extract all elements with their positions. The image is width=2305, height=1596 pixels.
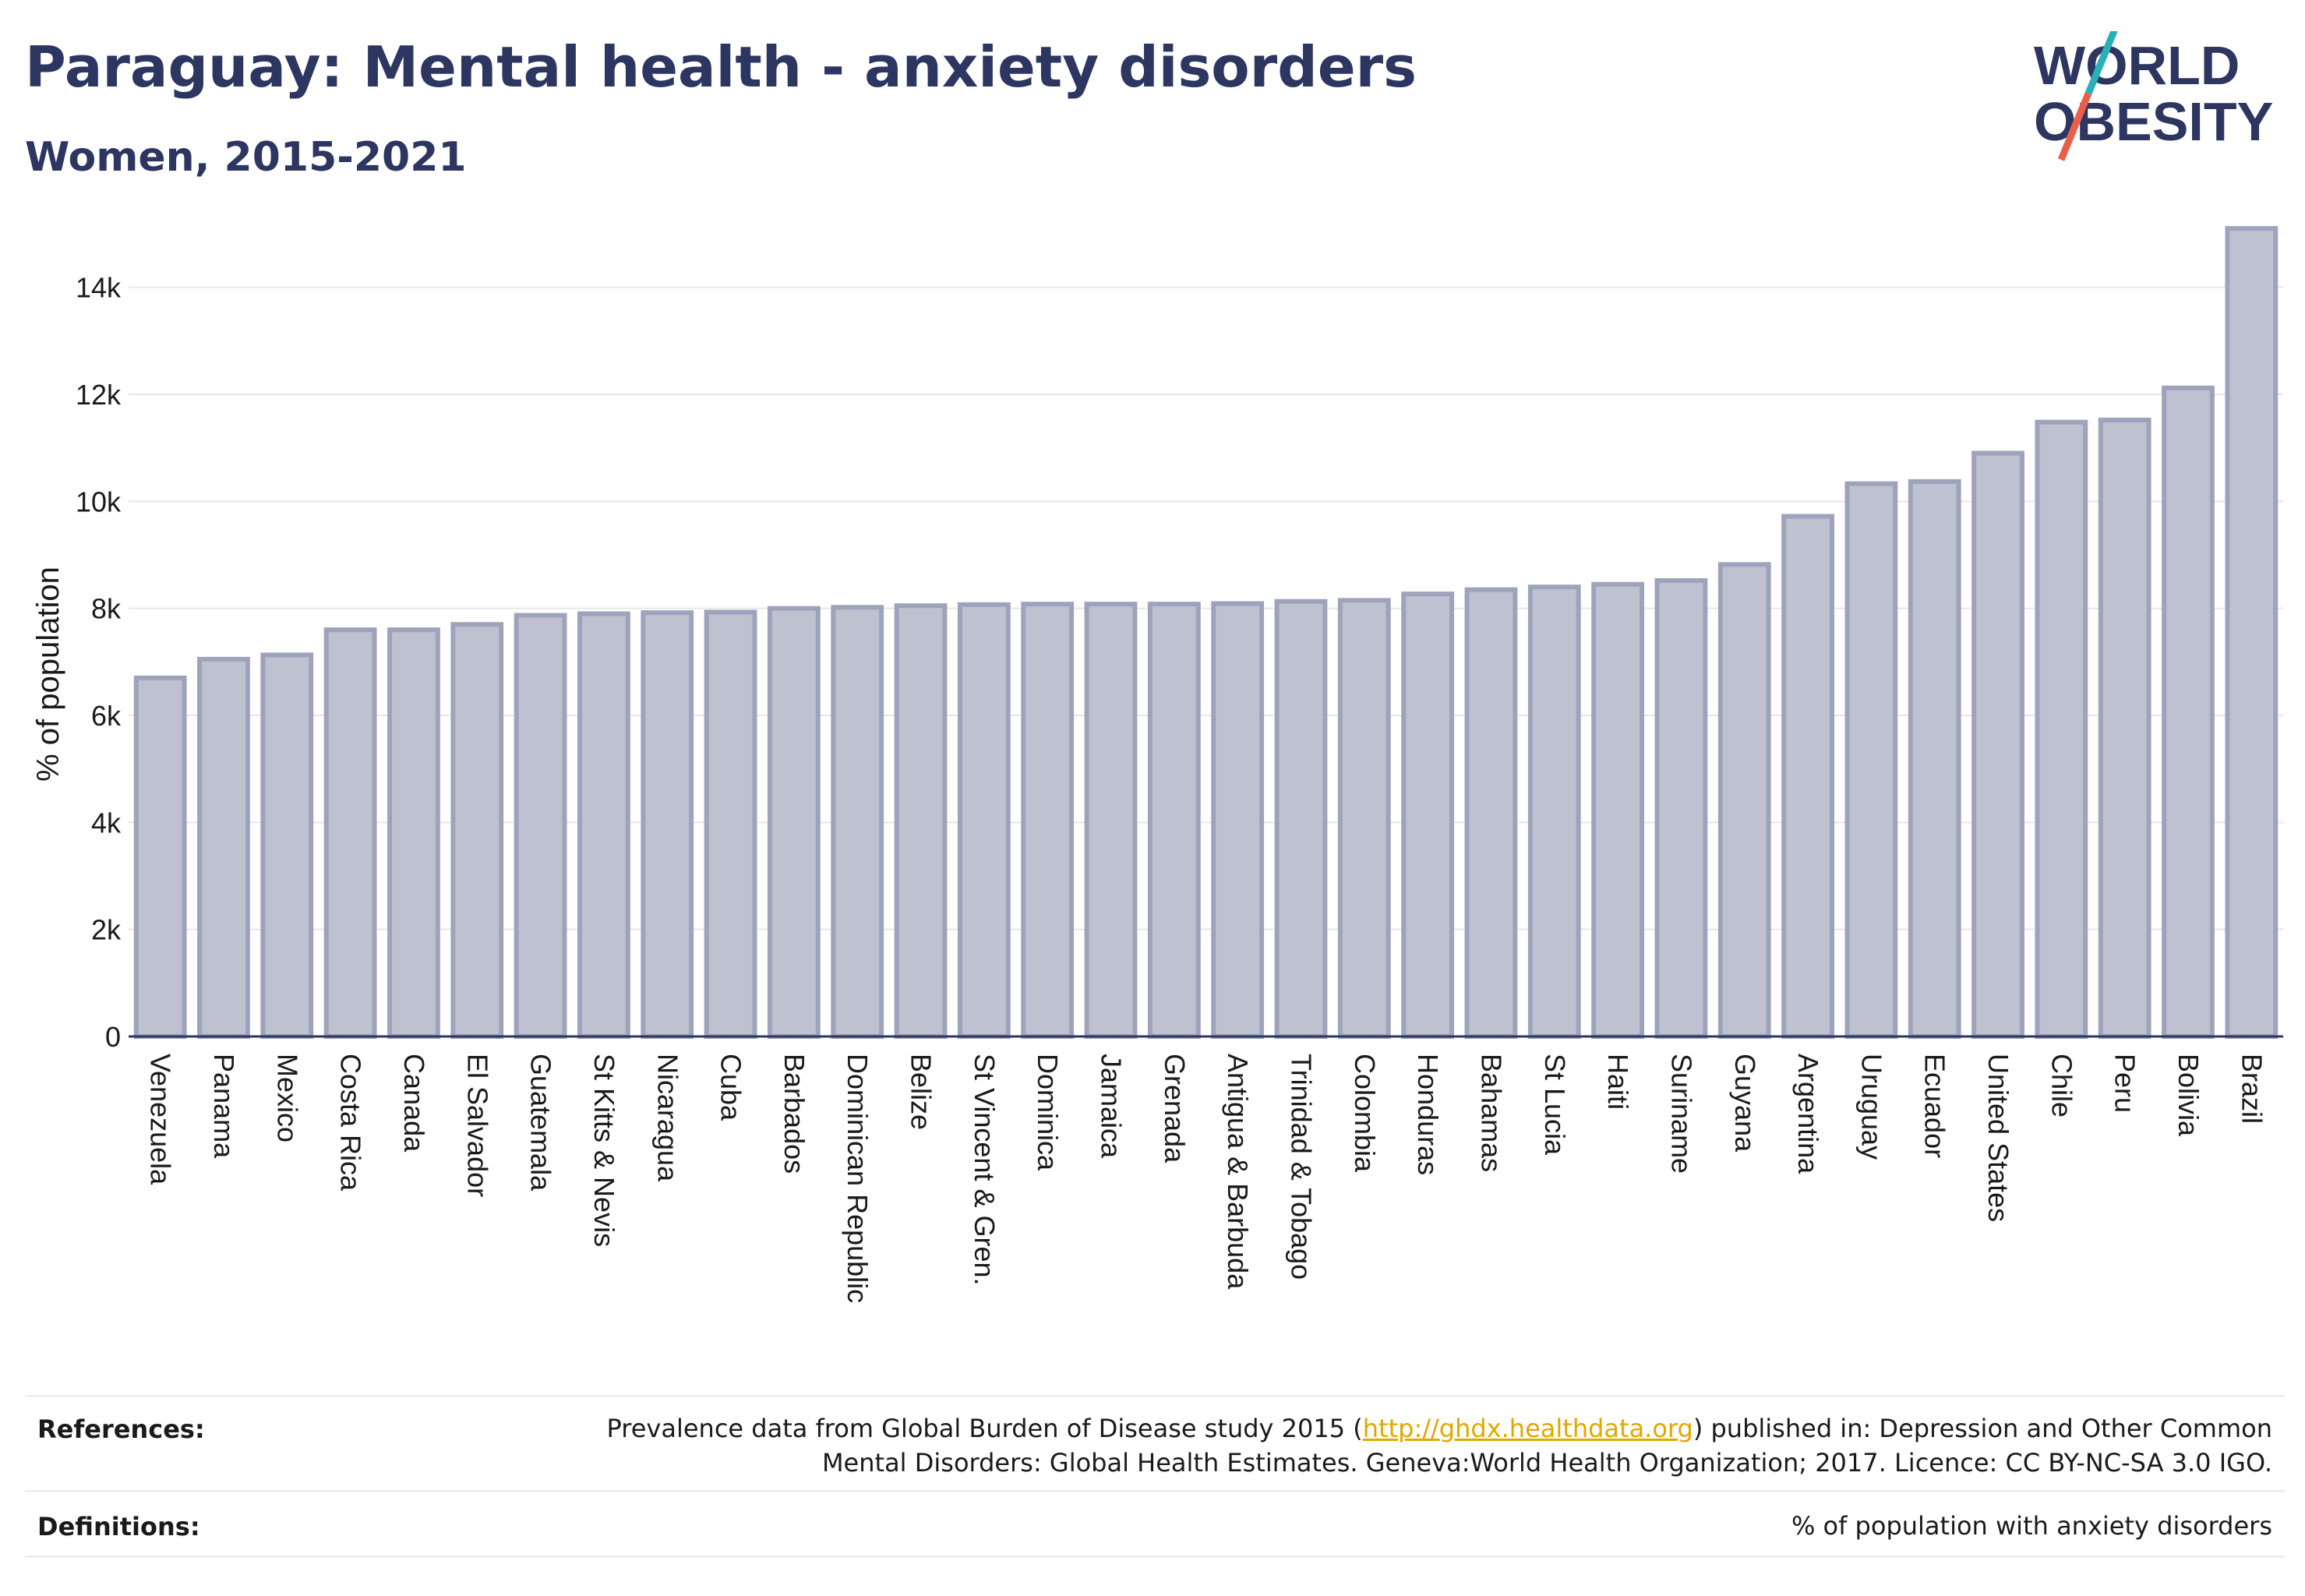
y-tick-label: 8k xyxy=(91,593,122,625)
x-tick-label: Barbados xyxy=(778,1054,810,1174)
bar xyxy=(1971,450,2024,1039)
x-tick-label: Canada xyxy=(398,1054,430,1153)
x-tick-label: Costa Rica xyxy=(335,1054,367,1192)
bar xyxy=(831,605,884,1039)
bar xyxy=(577,611,630,1039)
y-tick-label: 0 xyxy=(105,1021,121,1053)
page-title: Paraguay: Mental health - anxiety disord… xyxy=(25,34,1417,100)
logo-slash-teal xyxy=(2084,31,2118,95)
references-post: ) published in: Depression and Other Com… xyxy=(1693,1414,2272,1443)
y-tick-label: 6k xyxy=(91,700,122,732)
x-tick-label: Honduras xyxy=(1412,1054,1444,1175)
x-tick-label: Haiti xyxy=(1602,1054,1634,1110)
x-tick-label: Venezuela xyxy=(145,1054,177,1185)
logo-line1: WORLD xyxy=(2034,35,2240,96)
x-tick-label: Antigua & Barbuda xyxy=(1222,1054,1254,1290)
references-text: Prevalence data from Global Burden of Di… xyxy=(607,1411,2272,1480)
x-tick-label: Dominica xyxy=(1032,1054,1064,1171)
x-tick-label: Chile xyxy=(2046,1054,2077,1118)
bar xyxy=(1084,602,1138,1039)
x-tick-label: Grenada xyxy=(1159,1054,1191,1163)
x-tick-label: Guyana xyxy=(1729,1054,1761,1153)
x-tick-label: Uruguay xyxy=(1855,1054,1887,1160)
bar xyxy=(957,602,1011,1039)
y-tick-label: 14k xyxy=(76,272,122,304)
bar xyxy=(1464,587,1518,1039)
x-tick-label: St Vincent & Gren. xyxy=(969,1054,1001,1286)
y-tick-label: 4k xyxy=(91,807,122,839)
bar xyxy=(1717,562,1771,1039)
bar xyxy=(704,609,757,1039)
references-label: References: xyxy=(37,1414,205,1444)
bar xyxy=(323,627,377,1039)
x-tick-label: Belize xyxy=(905,1054,937,1130)
references-pre: Prevalence data from Global Burden of Di… xyxy=(606,1414,1363,1443)
bar xyxy=(767,606,821,1039)
world-obesity-logo: WORLD OBESITY xyxy=(2034,31,2273,161)
x-tick-label: Colombia xyxy=(1349,1054,1381,1173)
x-tick-label: Suriname xyxy=(1665,1054,1697,1174)
logo-slash-red xyxy=(2057,92,2092,161)
bar xyxy=(1147,602,1201,1039)
bar xyxy=(387,627,440,1039)
x-tick-label: Trinidad & Tobago xyxy=(1285,1054,1317,1280)
bar xyxy=(1401,591,1455,1039)
x-tick-label: Argentina xyxy=(1792,1054,1824,1174)
bar xyxy=(1527,584,1581,1039)
y-tick-label: 2k xyxy=(91,914,122,946)
bar xyxy=(1844,481,1898,1039)
x-tick-labels: Venezuela Panama Mexico Costa Rica Canada El … xyxy=(145,1054,2268,1303)
bar xyxy=(641,610,694,1039)
y-tick-labels: 0 2k 4k 6k 8k 10k 12k 14k xyxy=(76,272,122,1053)
bar xyxy=(1274,598,1328,1039)
x-tick-label: Nicaragua xyxy=(651,1054,683,1182)
bar xyxy=(260,652,314,1039)
x-tick-label: Bahamas xyxy=(1475,1054,1507,1172)
bar-chart: 0 2k 4k 6k 8k 10k 12k 14k Venezuela Panama Mexico… xyxy=(31,226,2283,1303)
bar xyxy=(133,675,187,1040)
bar xyxy=(1337,598,1391,1039)
references-link[interactable]: http://ghdx.healthdata.org xyxy=(1362,1414,1693,1443)
x-tick-label: Ecuador xyxy=(1919,1054,1951,1158)
y-tick-label: 10k xyxy=(76,486,122,517)
x-tick-label: St Lucia xyxy=(1539,1054,1571,1156)
y-axis-label: % of population xyxy=(31,567,65,782)
definitions-text: % of population with anxiety disorders xyxy=(1791,1511,2272,1541)
bar xyxy=(450,622,504,1039)
x-tick-label: Bolivia xyxy=(2173,1054,2204,1137)
footer-divider-top xyxy=(25,1395,2285,1397)
references-line2: Mental Disorders: Global Health Estimate… xyxy=(821,1448,2272,1478)
bar xyxy=(2225,226,2279,1040)
bar xyxy=(514,613,567,1039)
bar xyxy=(1021,602,1075,1039)
definitions-label: Definitions: xyxy=(37,1512,200,1541)
footer-divider-bottom xyxy=(25,1555,2285,1558)
x-tick-label: Peru xyxy=(2109,1054,2141,1113)
bar xyxy=(1654,577,1708,1039)
y-tick-label: 12k xyxy=(76,379,122,411)
x-tick-label: El Salvador xyxy=(461,1054,493,1197)
x-tick-label: Jamaica xyxy=(1096,1054,1128,1159)
footer-divider-mid xyxy=(25,1490,2285,1492)
bar xyxy=(2098,417,2151,1039)
bar xyxy=(2162,385,2215,1039)
bars xyxy=(133,226,2279,1040)
bar xyxy=(894,603,948,1039)
x-tick-label: Dominican Republic xyxy=(842,1054,874,1303)
x-tick-label: Panama xyxy=(208,1054,240,1159)
bar xyxy=(1781,514,1834,1039)
x-tick-label: Brazil xyxy=(2236,1054,2268,1124)
x-tick-label: United States xyxy=(1982,1054,2014,1222)
bar xyxy=(2035,419,2088,1039)
bar xyxy=(1908,478,1961,1039)
x-tick-label: Guatemala xyxy=(525,1054,557,1192)
bar xyxy=(197,656,250,1040)
bar xyxy=(1591,581,1645,1039)
bar xyxy=(1211,601,1265,1039)
x-tick-label: Cuba xyxy=(715,1054,747,1121)
page-subtitle: Women, 2015-2021 xyxy=(25,134,467,181)
x-tick-label: St Kitts & Nevis xyxy=(588,1054,620,1247)
x-tick-label: Mexico xyxy=(271,1054,303,1142)
